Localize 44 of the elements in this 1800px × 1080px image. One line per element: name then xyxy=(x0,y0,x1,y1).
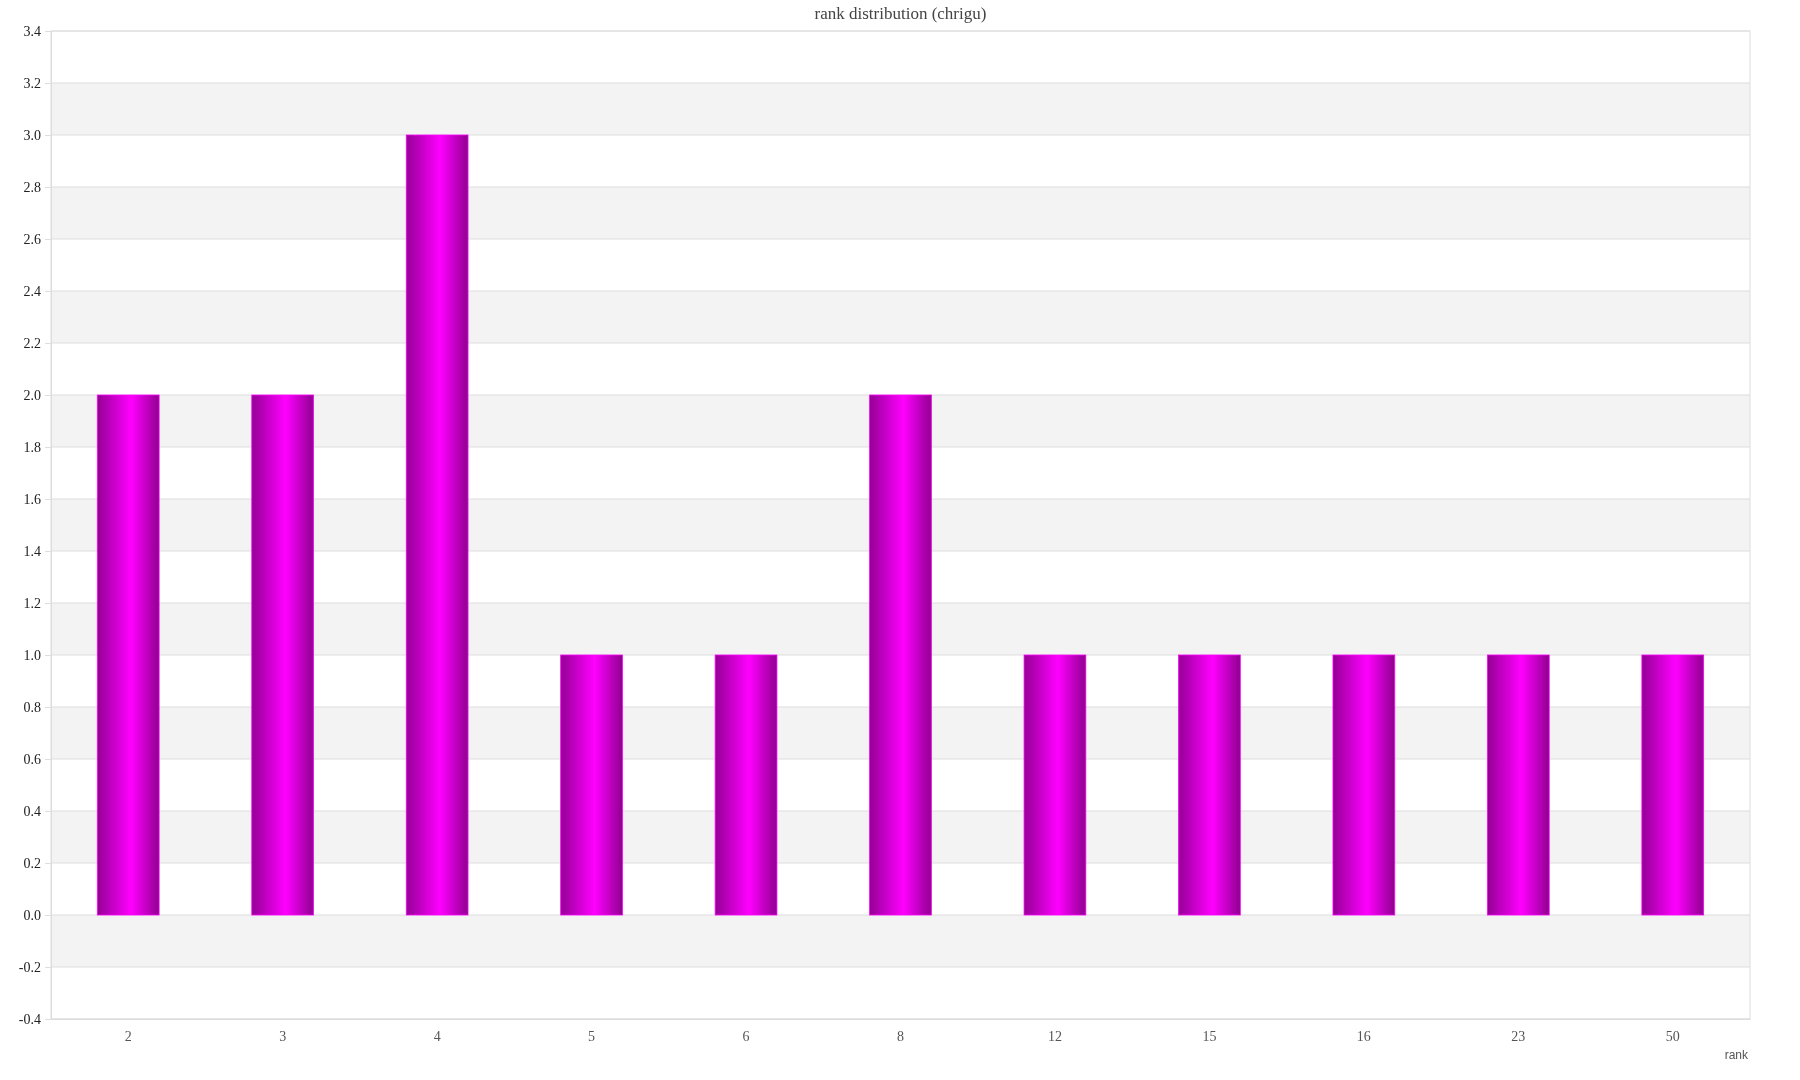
y-tick-label: 1.0 xyxy=(23,647,41,663)
y-tick-label: 2.6 xyxy=(23,231,41,247)
y-tick-label: 1.8 xyxy=(23,439,41,455)
bar xyxy=(1023,654,1087,916)
x-tick-label: 16 xyxy=(1356,1028,1371,1044)
x-tick-label: 5 xyxy=(588,1028,596,1044)
x-tick-label: 8 xyxy=(897,1028,904,1044)
y-tick-label: 3.4 xyxy=(23,23,41,39)
bar xyxy=(869,394,932,916)
y-tick-label: 0.8 xyxy=(23,699,41,715)
x-tick-label: 23 xyxy=(1511,1028,1526,1044)
y-tick-label: 2.8 xyxy=(23,179,41,195)
y-tick-label: -0.4 xyxy=(18,1011,41,1027)
y-tick-label: 0.4 xyxy=(23,803,41,819)
y-tick-label: 2.0 xyxy=(23,387,41,403)
bar xyxy=(1332,654,1396,916)
y-tick-label: 1.4 xyxy=(23,543,41,559)
x-tick-label: 4 xyxy=(433,1028,441,1044)
y-tick-label: 2.4 xyxy=(23,283,41,299)
y-tick-label: 1.2 xyxy=(23,595,41,611)
y-tick-label: -0.2 xyxy=(18,959,41,975)
x-axis-title: rank xyxy=(1724,1048,1749,1062)
bar xyxy=(714,654,778,916)
bar xyxy=(96,394,160,916)
y-tick-label: 2.2 xyxy=(23,335,41,351)
bar xyxy=(1641,654,1705,916)
bar xyxy=(251,394,314,916)
y-tick-label: 3.0 xyxy=(23,127,41,143)
x-tick-label: 2 xyxy=(124,1028,132,1044)
y-tick-label: 0.2 xyxy=(23,855,41,871)
x-tick-label: 50 xyxy=(1665,1028,1680,1044)
bar xyxy=(560,654,623,916)
y-tick-label: 0.6 xyxy=(23,751,41,767)
y-tick-label: 1.6 xyxy=(23,491,41,507)
x-tick-label: 3 xyxy=(279,1028,287,1044)
bar xyxy=(1178,654,1241,916)
y-tick-label: 3.2 xyxy=(23,75,41,91)
chart-title: rank distribution (chrigu) xyxy=(814,4,987,23)
x-tick-label: 12 xyxy=(1047,1028,1062,1044)
y-tick-label: 0.0 xyxy=(23,907,41,923)
x-tick-label: 6 xyxy=(742,1028,750,1044)
x-tick-label: 15 xyxy=(1202,1028,1217,1044)
bar xyxy=(1487,654,1550,916)
bar xyxy=(405,134,469,916)
